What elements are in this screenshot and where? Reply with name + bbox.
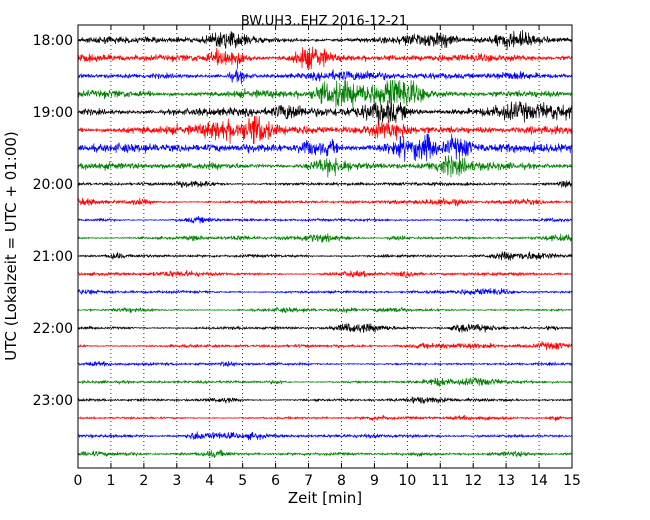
y-tick-label: 21:00: [33, 249, 73, 265]
y-axis-label: UTC (Lokalzeit = UTC + 01:00): [2, 131, 20, 361]
x-tick-label: 3: [172, 473, 181, 489]
y-tick-label: 18:00: [33, 33, 73, 49]
trace-2330: [77, 431, 573, 441]
trace-2215: [77, 341, 573, 351]
x-tick-label: 5: [238, 473, 247, 489]
y-tick-labels: 18:00 19:00 20:00 21:00 22:00 23:00: [33, 33, 73, 409]
x-tick-label: 2: [139, 473, 148, 489]
y-tick-label: 20:00: [33, 177, 73, 193]
x-axis-label: Zeit [min]: [288, 489, 362, 507]
trace-2045: [77, 233, 573, 244]
chart-title: BW.UH3..EHZ 2016-12-21: [241, 14, 407, 29]
trace-2145: [77, 306, 573, 314]
x-tick-label: 12: [464, 473, 482, 489]
trace-1930: [77, 134, 573, 162]
x-tick-label: 15: [563, 473, 581, 489]
trace-1900: [77, 100, 573, 126]
trace-2100: [77, 251, 573, 261]
x-tick-label: 11: [431, 473, 449, 489]
plot-frame: [77, 24, 573, 469]
trace-2315: [77, 414, 573, 422]
x-tick-label: 8: [337, 473, 346, 489]
x-tick-label: 13: [497, 473, 515, 489]
y-tick-label: 23:00: [33, 393, 73, 409]
x-tick-label: 7: [304, 473, 313, 489]
trace-2000: [77, 180, 573, 189]
trace-1915: [77, 116, 573, 144]
trace-1815: [77, 46, 573, 70]
x-tick-label: 6: [271, 473, 280, 489]
trace-1845: [77, 80, 573, 108]
x-tick-label: 9: [370, 473, 379, 489]
x-tick-labels: 0 1 2 3 4 5 6 7 8 9 10 11 12 13 14 15: [74, 473, 581, 489]
x-tick-label: 0: [74, 473, 83, 489]
trace-2300: [77, 396, 573, 405]
x-tick-label: 14: [530, 473, 548, 489]
trace-2245: [77, 377, 573, 388]
y-tick-label: 19:00: [33, 105, 73, 121]
trace-2130: [77, 287, 573, 296]
trace-2345: [77, 449, 573, 458]
trace-2015: [77, 197, 573, 207]
trace-2030: [77, 216, 573, 224]
x-tick-label: 1: [106, 473, 115, 489]
trace-2200: [77, 323, 573, 334]
trace-1830: [77, 69, 573, 85]
trace-group: [77, 29, 573, 458]
x-tick-label: 4: [205, 473, 214, 489]
x-tick-label: 10: [398, 473, 416, 489]
trace-1800: [77, 29, 573, 51]
y-tick-label: 22:00: [33, 321, 73, 337]
trace-1945: [77, 154, 573, 178]
axis-ticks: [77, 25, 573, 468]
trace-2230: [77, 360, 573, 368]
trace-2115: [77, 269, 573, 279]
